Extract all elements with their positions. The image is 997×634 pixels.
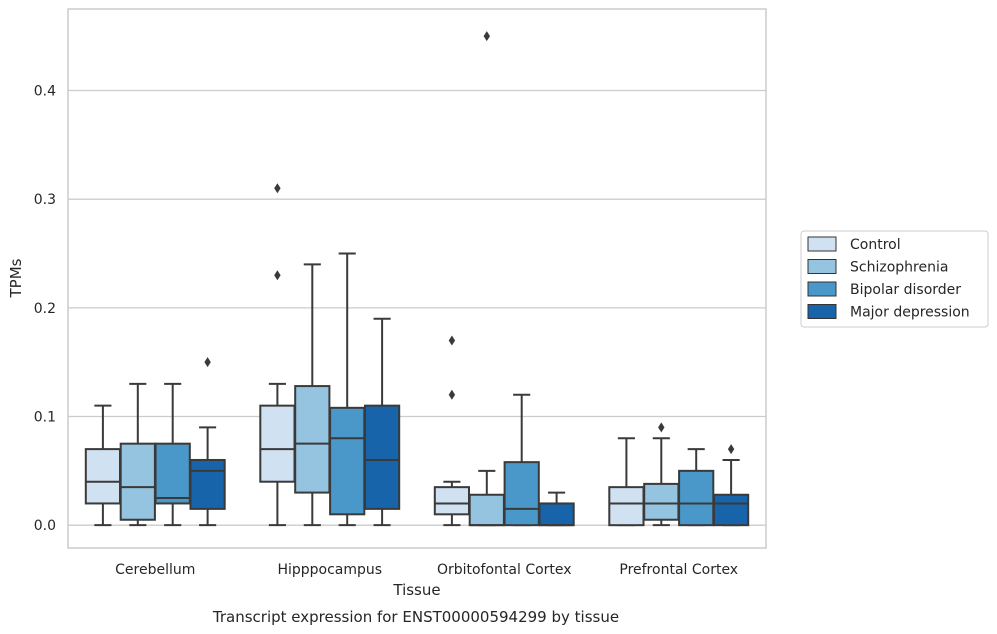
y-gridlines [68,89,766,526]
box-body [538,502,575,527]
x-tick-label: Orbitofontal Cortex [437,562,572,578]
outlier-point [274,270,281,281]
box [119,382,156,527]
box-body [363,404,401,510]
outlier-point [204,357,211,368]
outlier-point [483,31,490,42]
box [712,444,750,527]
box [294,263,331,527]
legend-swatch [807,281,837,297]
outlier-point [727,444,735,455]
box-body [259,404,296,483]
box-body [189,458,226,510]
box-body [678,469,715,527]
series-bipolar-disorder [154,252,715,527]
outlier-point [448,389,456,400]
outlier-point [658,422,665,433]
y-tick-label: 0.4 [34,84,56,100]
box [329,252,366,527]
box [503,393,540,527]
box-body [84,448,122,505]
x-tick-labels: Cerebellum Hipppocampus Orbitofontal Corte… [115,562,738,578]
legend: Control Schizophrenia Bipolar disorder Majo… [800,230,989,328]
outlier-point [448,335,456,346]
x-tick-label: Cerebellum [115,562,195,578]
box-body [119,442,156,521]
x-tick-label: Prefrontal Cortex [619,562,738,578]
x-axis-title: Tissue [392,581,440,599]
y-tick-labels: 0.0 0.1 0.2 0.3 0.4 [34,84,56,535]
box-body [294,385,331,494]
box-body [712,493,750,527]
legend-frame [800,230,989,328]
box [363,317,401,527]
y-tick-label: 0.2 [34,301,56,317]
legend-label: Bipolar disorder [850,282,961,298]
legend-swatch [807,304,837,319]
box-body [643,482,680,521]
series-major-depression [189,317,750,527]
box [468,31,505,527]
legend-label: Schizophrenia [850,260,948,276]
box [538,491,575,527]
box-body [433,486,471,516]
y-tick-label: 0.3 [34,192,56,208]
box [678,448,715,527]
box-body [154,442,191,505]
box-body [468,493,505,527]
box-body [503,461,540,527]
y-tick-label: 0.0 [34,518,56,534]
y-tick-label: 0.1 [34,410,56,426]
legend-swatch [807,236,837,252]
legend-label: Control [850,237,901,253]
box-body [608,486,645,527]
box [84,404,122,527]
box [189,357,226,527]
chart-caption: Transcript expression for ENST0000059429… [212,608,619,626]
x-tick-label: Hipppocampus [277,562,382,578]
legend-swatch [807,259,837,274]
box-body [329,406,366,516]
series-schizophrenia [119,31,680,527]
box-series [84,31,750,527]
outlier-point [274,183,281,194]
box [643,422,680,527]
legend-label: Major depression [850,305,970,321]
y-axis-title: TPMs [7,258,25,298]
